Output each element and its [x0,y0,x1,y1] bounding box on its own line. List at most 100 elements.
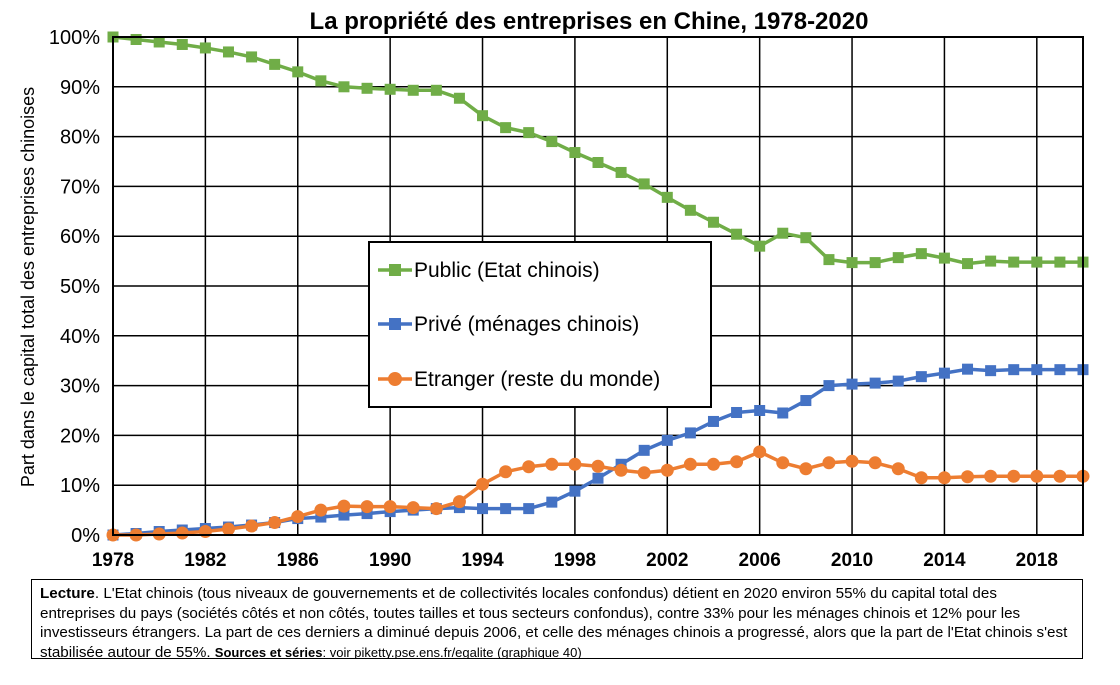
series-2-point-39 [1007,469,1021,483]
series-1-point-41 [1054,364,1066,376]
series-0-point-13 [407,84,419,96]
chart-title: La propriété des entreprises en Chine, 1… [310,8,869,35]
series-0-point-30 [800,232,812,244]
plot-frame [112,36,1084,536]
legend-label-2: Etranger (reste du monde) [414,368,660,391]
series-0-point-39 [1008,256,1020,268]
series-0-point-24 [661,191,673,203]
series-0-point-37 [962,258,974,270]
x-tick-label-5: 1998 [554,550,596,571]
series-0-point-17 [500,122,512,134]
series-0-point-7 [269,58,281,70]
legend-box [368,241,712,408]
series-1-point-29 [777,407,789,419]
series-0-point-10 [338,81,350,93]
series-2-point-40 [1030,469,1044,483]
x-tick-label-4: 1994 [461,550,504,571]
series-1-point-32 [846,378,858,390]
series-2-point-14 [429,502,443,516]
series-0-point-40 [1031,256,1043,268]
series-2-point-31 [822,456,836,470]
y-tick-label-0: 0% [71,525,100,547]
series-1-point-34 [892,375,904,387]
series-0-point-15 [453,92,465,104]
series-2-point-18 [522,460,536,474]
series-1-point-19 [546,496,558,508]
series-0-point-18 [523,127,535,139]
y-tick-label-1: 10% [60,475,100,497]
y-axis-ticks: 0% 10% 20% 30% 40% 50% 60% 70% 80% 90% 100% [49,27,100,547]
x-tick-label-3: 1990 [369,550,411,571]
series-1-point-35 [915,371,927,383]
series-1-point-30 [800,395,812,407]
series-2-point-32 [845,454,859,468]
series-2-point-6 [245,519,259,533]
series-2-point-16 [476,477,490,491]
series-2-point-26 [706,457,720,471]
series-1-point-10 [338,509,350,521]
series-2-point-19 [545,457,559,471]
series-0-point-33 [869,257,881,269]
y-tick-label-8: 80% [60,127,100,149]
series-0-point-27 [731,228,743,240]
series-2-point-38 [984,469,998,483]
series-2-point-21 [591,459,605,473]
y-tick-label-6: 60% [60,226,100,248]
series-1-point-16 [477,503,489,515]
series-2-point-9 [314,503,328,517]
series-1-point-11 [361,508,373,520]
series-1-point-39 [1008,364,1020,376]
series-0-point-22 [615,166,627,178]
series-1-point-21 [592,472,604,484]
series-0-point-16 [477,110,489,122]
series-2-point-20 [568,457,582,471]
series-2-point-5 [221,522,235,536]
series-2-point-24 [660,463,674,477]
series-0-point-9 [315,75,327,87]
series-1-point-36 [938,367,950,379]
caption-text: . L'Etat chinois (tous niveaux de gouver… [40,585,1068,659]
y-tick-label-7: 70% [60,176,100,198]
series-0-point-38 [985,255,997,267]
series-0-point-4 [199,42,211,54]
series-1-point-27 [731,406,743,418]
series-2-point-17 [499,465,513,479]
x-tick-label-10: 2018 [1016,550,1058,571]
x-tick-label-8: 2010 [831,550,873,571]
legend-label-0: Public (Etat chinois) [414,259,600,282]
series-2-point-22 [614,463,628,477]
series-2-point-33 [868,456,882,470]
series-0-point-34 [892,252,904,264]
series-0-point-12 [384,83,396,95]
series-0-point-26 [707,216,719,228]
series-0-point-25 [684,204,696,216]
series-2-point-30 [799,462,813,476]
x-tick-label-1: 1982 [184,550,226,571]
series-0-point-1 [130,33,142,45]
series-0-point-19 [546,136,558,148]
caption-sources-label: Sources et séries [214,644,323,659]
series-0-point-11 [361,82,373,94]
series-line-0 [112,35,1083,266]
series-2-point-23 [637,466,651,480]
y-tick-label-5: 50% [60,276,100,298]
y-tick-label-2: 20% [60,425,100,447]
series-0-point-29 [777,227,789,239]
series-1-point-20 [569,485,581,497]
series-1-point-26 [707,415,719,427]
series-0-point-3 [176,38,188,50]
legend-marker-0 [389,264,401,276]
series-1-point-28 [754,405,766,416]
series-0-point-14 [430,84,442,96]
series-0-point-41 [1054,256,1066,268]
series-1-point-33 [869,377,881,389]
series-2-point-35 [914,471,928,485]
series-1-point-37 [962,363,974,375]
series-0-point-2 [153,36,165,48]
x-tick-label-0: 1978 [92,550,134,571]
x-axis-ticks: 1978 1982 1986 1990 1994 1998 2002 2006 2010 2014… [92,550,1058,571]
series-0-point-5 [222,46,234,58]
y-tick-label-10: 100% [49,27,100,49]
series-2-point-36 [937,471,951,485]
series-2-point-29 [776,456,790,470]
